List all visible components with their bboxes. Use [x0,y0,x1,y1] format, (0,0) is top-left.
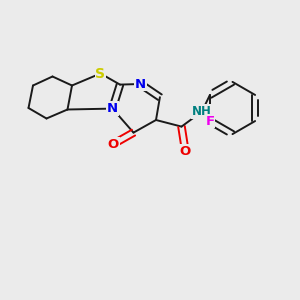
Text: N: N [135,77,146,91]
Text: NH: NH [192,105,212,118]
Text: O: O [180,145,191,158]
Text: O: O [108,137,119,151]
Text: F: F [205,115,214,128]
Text: S: S [95,67,106,80]
Text: N: N [107,102,118,115]
